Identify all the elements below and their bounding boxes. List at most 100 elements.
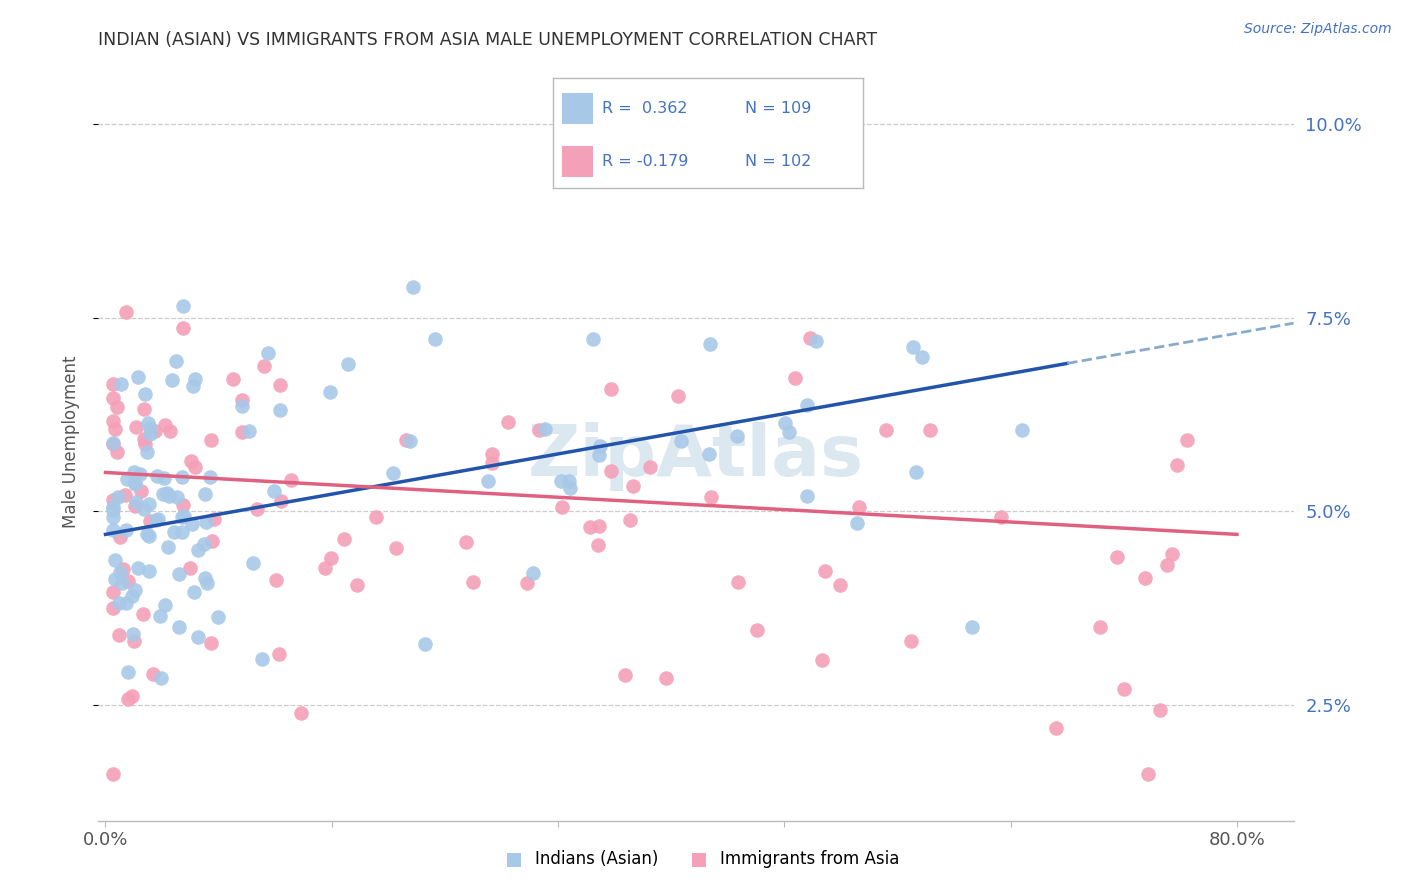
Point (990, 510, 1012, 524)
Point (101, 436, 124, 450)
Point (337, 357, 360, 371)
Point (804, 334, 827, 348)
Legend: Indians (Asian), Immigrants from Asia: Indians (Asian), Immigrants from Asia (501, 843, 905, 875)
Point (115, 305, 138, 319)
Point (613, 668, 636, 682)
Point (319, 385, 342, 400)
Point (586, 538, 609, 552)
Point (104, 553, 127, 567)
Point (1045, 721, 1067, 735)
Point (727, 575, 749, 590)
Point (108, 596, 131, 610)
Point (127, 370, 149, 384)
Point (516, 575, 538, 590)
Point (170, 509, 193, 524)
Point (267, 647, 290, 661)
Point (166, 490, 188, 504)
Point (195, 575, 218, 590)
Point (202, 512, 225, 526)
Point (169, 567, 191, 582)
Point (1166, 458, 1188, 472)
Point (699, 336, 721, 351)
Point (179, 560, 201, 574)
Point (152, 486, 174, 500)
Point (149, 609, 172, 624)
Point (589, 438, 612, 452)
Point (264, 573, 287, 587)
Point (172, 524, 194, 539)
Point (101, 601, 124, 615)
Point (621, 479, 644, 493)
Point (1175, 433, 1198, 447)
Point (124, 475, 146, 489)
Point (173, 509, 195, 524)
Point (558, 474, 581, 488)
Point (413, 636, 436, 650)
Point (167, 620, 190, 634)
Point (697, 447, 720, 461)
Point (121, 690, 143, 704)
Point (560, 481, 582, 495)
Point (172, 299, 194, 313)
Point (381, 467, 404, 481)
Point (143, 424, 166, 438)
Point (578, 519, 600, 533)
Point (160, 373, 183, 387)
Point (481, 456, 503, 470)
Point (900, 634, 922, 648)
Point (269, 403, 291, 417)
Point (905, 466, 928, 480)
Point (231, 393, 253, 408)
Point (1112, 681, 1135, 696)
Point (399, 434, 422, 448)
Point (1105, 550, 1128, 565)
Point (481, 447, 503, 461)
Point (231, 400, 253, 414)
Point (153, 418, 176, 433)
Point (385, 541, 408, 555)
Point (107, 490, 129, 504)
Text: INDIAN (ASIAN) VS IMMIGRANTS FROM ASIA MALE UNEMPLOYMENT CORRELATION CHART: INDIAN (ASIAN) VS IMMIGRANTS FROM ASIA M… (98, 31, 877, 49)
Point (1156, 558, 1178, 573)
Point (134, 436, 156, 450)
Point (101, 503, 124, 517)
Point (402, 280, 425, 294)
Point (551, 500, 574, 514)
Point (960, 620, 983, 634)
Point (599, 464, 621, 478)
Point (172, 498, 194, 512)
Point (156, 486, 179, 500)
Point (114, 523, 136, 537)
Point (810, 653, 832, 667)
Point (115, 473, 138, 487)
Point (901, 340, 924, 354)
Point (103, 509, 125, 524)
Point (145, 513, 167, 527)
Point (194, 487, 217, 501)
Point (101, 492, 124, 507)
Point (201, 534, 224, 549)
Point (1088, 620, 1111, 634)
Point (463, 574, 485, 589)
Point (796, 489, 818, 503)
Point (778, 425, 800, 439)
Point (156, 540, 179, 554)
Point (666, 389, 689, 403)
Point (134, 387, 156, 401)
Point (172, 321, 194, 335)
Point (180, 517, 202, 532)
Point (139, 514, 162, 528)
Point (159, 425, 181, 439)
Point (830, 578, 852, 592)
Point (127, 561, 149, 575)
Point (138, 497, 160, 511)
Point (153, 598, 176, 612)
Point (101, 377, 124, 392)
Point (122, 634, 145, 648)
Point (132, 607, 155, 621)
Point (200, 636, 222, 650)
Point (124, 477, 146, 491)
Point (848, 500, 870, 514)
Point (117, 692, 139, 706)
Point (101, 414, 124, 428)
